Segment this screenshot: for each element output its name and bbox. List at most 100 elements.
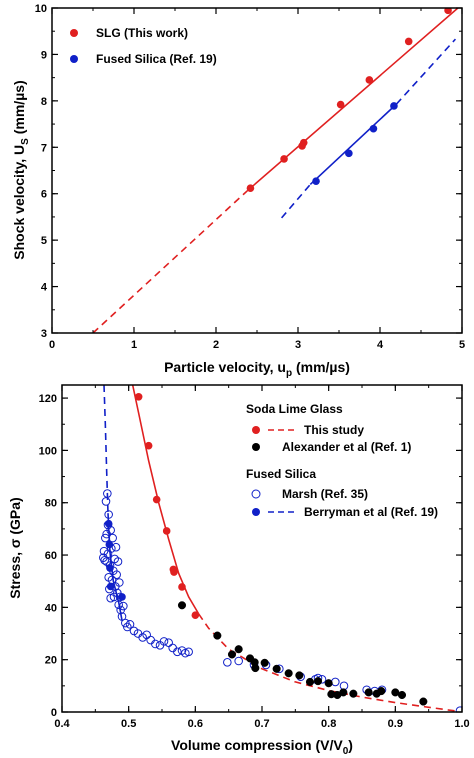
top-fused-silica-ref-19-point: [390, 102, 398, 110]
bottom-alexander-et-al-ref-1-point: [251, 664, 260, 673]
top-legend: SLG (This work) Fused Silica (Ref. 19): [70, 26, 217, 66]
top-plot-area: [92, 8, 459, 333]
legend-label-this-study: This study: [304, 423, 364, 437]
top-x-tick-label: 5: [459, 339, 465, 351]
bottom-marsh-ref-35-point: [455, 706, 462, 712]
bottom-this-study-point: [191, 611, 200, 620]
bottom-x-tick-label: 1.0: [454, 718, 469, 730]
bottom-marsh-ref-35-point: [111, 542, 121, 552]
top-slg-this-work-point: [404, 37, 413, 46]
bottom-marsh-ref-35-point: [223, 658, 232, 667]
bottom-alexander-et-al-ref-1-point: [227, 650, 237, 659]
bottom-marsh-ref-35-point: [113, 557, 123, 566]
stress-compression-chart: 0.4 0.5 0.6 0.7 0.8 0.9 1.0 0 20 40 60 80 100 120 Vol…: [7, 384, 470, 757]
bottom-marsh-ref-35-point: [103, 489, 112, 498]
bottom-y-tick-label: 60: [45, 550, 57, 562]
top-y-tick-label: 3: [41, 328, 47, 340]
bottom-x-tick-label: 0.6: [188, 718, 203, 730]
legend-label-slg: SLG (This work): [96, 26, 188, 40]
bottom-alexander-et-al-ref-1-point: [177, 601, 187, 610]
bottom-plot-area: [99, 385, 462, 712]
bottom-x-tick-label: 0.7: [254, 718, 269, 730]
bottom-alexander-et-al-ref-1-point: [349, 689, 358, 698]
bottom-marsh-ref-35-point: [121, 618, 130, 628]
bottom-this-study-point: [144, 441, 153, 450]
bottom-x-axis-title: Volume compression (V/V0): [171, 737, 353, 757]
top-y-tick-label: 4: [41, 282, 48, 294]
legend-label-alexander: Alexander et al (Ref. 1): [282, 440, 411, 454]
bottom-this-study-point: [178, 583, 186, 591]
top-y-tick-label: 8: [41, 96, 47, 108]
legend-marker-fused-silica: [70, 55, 78, 63]
bottom-marsh-ref-35-point: [101, 497, 111, 506]
top-x-axis-subscript: p: [286, 368, 292, 379]
bottom-alexander-et-al-ref-1-point: [234, 645, 243, 654]
top-fused-silica-ref-19-point: [345, 149, 353, 158]
bottom-marsh-ref-35-point: [173, 647, 182, 657]
bottom-alexander-et-al-ref-1-point: [260, 658, 269, 667]
top-y-tick-label: 6: [41, 189, 47, 201]
bottom-alexander-et-al-ref-1-point: [419, 697, 428, 706]
bottom-alexander-et-al-ref-1-point: [284, 669, 293, 678]
bottom-alexander-et-al-ref-1-point: [377, 687, 386, 696]
bottom-marsh-ref-35-point: [112, 570, 121, 579]
bottom-marsh-ref-35-point: [151, 639, 160, 649]
shock-velocity-chart: 0 1 2 3 4 5 3 4 5 6 7 8 9 10 Particle velocity, up (m…: [11, 3, 465, 379]
top-slg-this-work-point: [444, 8, 452, 15]
bottom-this-study-point: [152, 495, 161, 504]
bottom-y-tick-label: 40: [45, 602, 57, 614]
bottom-axis-ticks: 0.4 0.5 0.6 0.7 0.8 0.9 1.0 0 20 40 60 80 100 120: [39, 385, 470, 730]
top-x-tick-label: 4: [377, 339, 384, 351]
legend-group-title-slg: Soda Lime Glass: [246, 402, 343, 416]
bottom-this-study-fit-line: [131, 385, 200, 615]
top-y-tick-label: 9: [41, 49, 47, 61]
bottom-x-tick-label: 0.8: [321, 718, 336, 730]
bottom-x-tick-label: 0.9: [388, 718, 403, 730]
top-slg-this-work-fit-dashed: [92, 190, 248, 333]
bottom-berryman-et-al-ref-19-point: [106, 582, 115, 591]
bottom-x-tick-label: 0.4: [54, 718, 70, 730]
bottom-y-tick-label: 100: [39, 445, 57, 457]
top-slg-this-work-point: [365, 76, 374, 84]
top-y-tick-label: 5: [41, 235, 47, 247]
bottom-this-study-fit-dashed: [198, 613, 456, 712]
bottom-marsh-ref-35-point: [159, 637, 169, 646]
bottom-alexander-et-al-ref-1-point: [324, 679, 333, 688]
legend-marker-marsh: [251, 489, 261, 499]
bottom-y-axis-title: Stress, σ (GPa): [7, 497, 23, 598]
top-slg-this-work-point: [299, 138, 308, 147]
legend-label-berryman: Berryman et al (Ref. 19): [304, 505, 438, 519]
bottom-alexander-et-al-ref-1-point: [339, 688, 348, 697]
legend-marker-alexander: [252, 443, 260, 451]
bottom-berryman-et-al-ref-19-point: [104, 519, 113, 528]
bottom-alexander-et-al-ref-1-point: [313, 677, 323, 686]
top-x-axis-title: Particle velocity, up (mm/µs): [164, 359, 350, 379]
bottom-this-study-point: [162, 527, 171, 535]
bottom-marsh-ref-35-point: [100, 555, 109, 565]
top-chart-marks: [92, 8, 459, 333]
bottom-marsh-ref-35-point: [106, 525, 115, 535]
bottom-y-tick-label: 80: [45, 498, 57, 510]
top-slg-this-work-point: [246, 184, 255, 192]
bottom-berryman-et-al-ref-19-point: [105, 540, 114, 549]
top-x-tick-label: 2: [213, 339, 219, 351]
bottom-marsh-ref-35-point: [104, 510, 113, 519]
bottom-alexander-et-al-ref-1-point: [295, 671, 304, 680]
bottom-this-study-point: [170, 568, 178, 576]
legend-marker-this-study: [252, 426, 260, 434]
bottom-x-tick-label: 0.5: [121, 718, 136, 730]
bottom-marsh-ref-35-point: [125, 620, 135, 629]
bottom-y-tick-label: 20: [45, 655, 57, 667]
bottom-marsh-ref-35-point: [331, 677, 340, 687]
bottom-marsh-ref-35-point: [234, 656, 243, 666]
legend-label-marsh: Marsh (Ref. 35): [282, 487, 368, 501]
bottom-x-axis-subscript: 0: [343, 746, 349, 757]
legend-marker-slg: [70, 29, 78, 37]
top-y-tick-label: 10: [35, 3, 47, 15]
bottom-marsh-ref-35-point: [119, 601, 128, 611]
bottom-this-study-point: [134, 392, 143, 401]
bottom-berryman-et-al-ref-19-point: [106, 564, 114, 572]
top-fused-silica-ref-19-fit-dashed-upper: [395, 38, 457, 105]
legend-marker-berryman: [252, 508, 260, 516]
bottom-alexander-et-al-ref-1-point: [397, 690, 407, 700]
